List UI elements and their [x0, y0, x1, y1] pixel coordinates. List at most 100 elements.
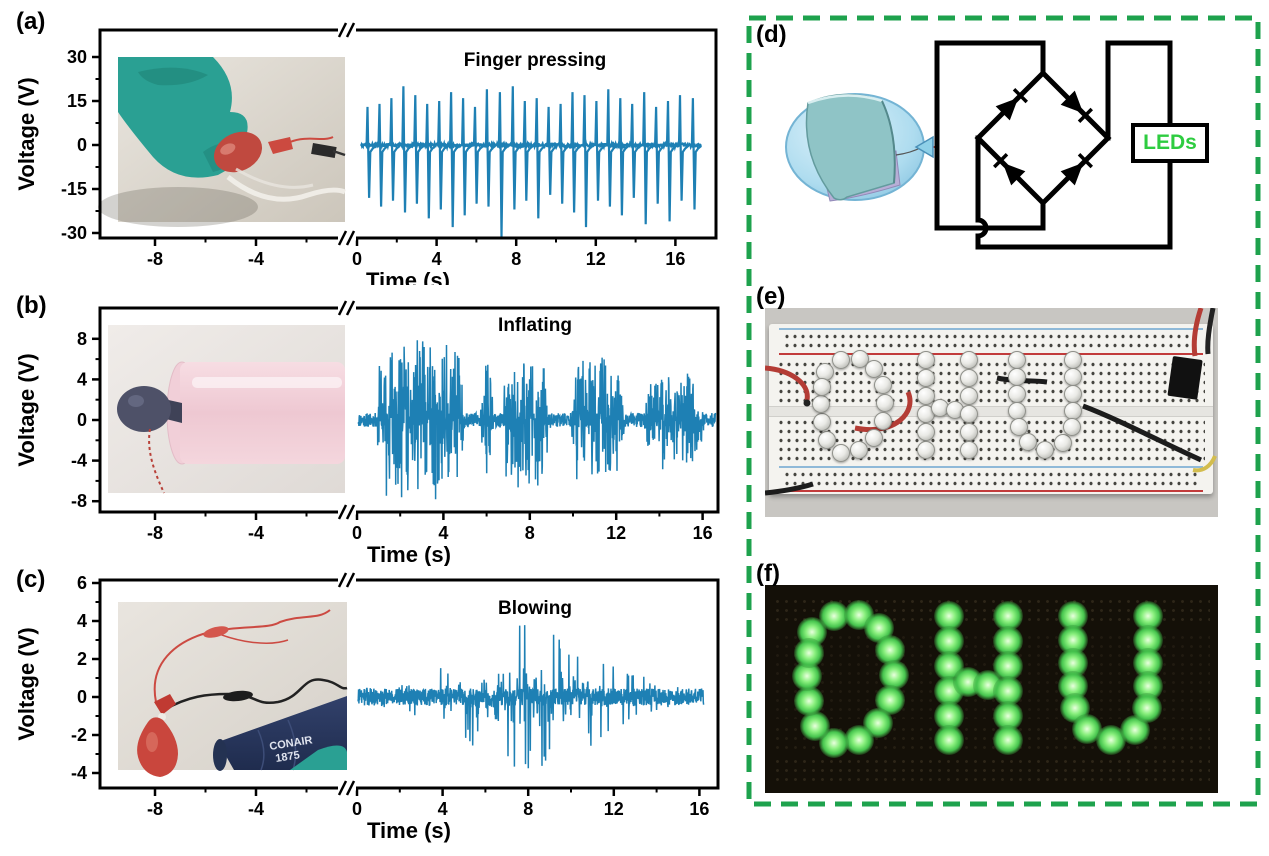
panel-b-axes: -8 -4 0 4 8 12 16 8 4 0 -4 -8 Voltage (V) Time (s) Inf… — [14, 300, 720, 566]
led-bulb — [873, 375, 892, 394]
led-bulb — [960, 441, 979, 460]
y-tick-label: 0 — [77, 410, 87, 430]
led-bulb — [960, 405, 979, 424]
yellow-jumper — [1192, 455, 1217, 473]
x-tick-label: -4 — [248, 799, 264, 819]
led-lit — [818, 601, 849, 632]
y-axis-title: Voltage (V) — [14, 627, 39, 740]
led-bulb — [813, 412, 832, 431]
x-tick-label: -8 — [147, 523, 163, 543]
y-tick-label: 2 — [77, 649, 87, 669]
led-bulb — [864, 428, 883, 447]
x-tick-label: 4 — [438, 799, 448, 819]
axis-break-gap — [338, 305, 356, 311]
axis-break-slash — [337, 780, 348, 796]
hair-dryer — [218, 696, 347, 770]
led-bulb — [960, 387, 979, 406]
led-bulb — [1018, 432, 1037, 451]
dryer-model-text: 1875 — [275, 749, 301, 765]
panel-f-label: (f) — [756, 560, 780, 587]
led-bulb — [916, 441, 935, 460]
led-bulb — [916, 351, 935, 370]
x-tick-label: -8 — [147, 799, 163, 819]
circuit-diagram: LEDs — [785, 40, 1209, 250]
signal-trace — [357, 625, 705, 769]
led-bulb — [1008, 351, 1027, 370]
panel-a-plot: -8 -4 0 4 8 12 16 30 15 0 -15 -30 Voltage (V) Time (s… — [14, 22, 718, 285]
led-bulb — [1009, 418, 1028, 437]
breadboard-photo — [765, 308, 1218, 517]
led-bulb — [813, 377, 832, 396]
panel-c-inset-photo: CONAIR 1875 — [118, 602, 348, 777]
y-tick-label: -8 — [71, 491, 87, 511]
y-tick-label: 0 — [77, 135, 87, 155]
axis-break-slash — [337, 572, 348, 588]
leds-box-label: LEDs — [1143, 131, 1197, 154]
led-bulb — [850, 441, 869, 460]
red-bulb — [137, 717, 178, 777]
panel-c-plot: CONAIR 1875 -8 -4 0 4 8 12 16 6 4 2 0 -2 -4 Voltage (… — [14, 572, 720, 843]
black-connector — [223, 690, 253, 702]
x-tick-label: 8 — [525, 523, 535, 543]
axis-break-slash — [337, 300, 348, 316]
x-tick-label: 4 — [432, 249, 442, 269]
bridge-rectifier — [992, 87, 1094, 186]
axis-break-slash — [337, 504, 348, 520]
x-tick-label: 16 — [689, 799, 709, 819]
red-jumper-1 — [765, 365, 810, 401]
led-bulb — [960, 351, 979, 370]
panel-c-axes: -8 -4 0 4 8 12 16 6 4 2 0 -2 -4 Voltage (V) Time (s) Bl… — [14, 572, 720, 843]
y-tick-label: 0 — [77, 687, 87, 707]
squeeze-bulb — [117, 386, 171, 432]
balloon-device-illustration — [785, 93, 937, 202]
red-wire — [153, 609, 331, 703]
x-axis-title: Time (s) — [367, 542, 451, 566]
glove-corner — [290, 745, 347, 770]
led-bulb — [1063, 351, 1082, 370]
led-bulb — [876, 393, 895, 412]
y-tick-label: 8 — [77, 329, 87, 349]
axis-break-slash — [345, 300, 356, 316]
y-tick-label: -4 — [71, 451, 87, 471]
axis-break-gap — [338, 509, 356, 515]
led-bulb — [865, 359, 884, 378]
plot-frame — [98, 28, 718, 240]
led-lit — [793, 637, 824, 668]
signal-trace — [359, 86, 702, 238]
x-tick-label: 16 — [693, 523, 713, 543]
led-bulb — [1008, 385, 1027, 404]
led-lit — [992, 725, 1023, 756]
panel-a-inset-photo — [98, 57, 346, 227]
led-bulb — [960, 423, 979, 442]
led-bulb — [1008, 368, 1027, 387]
axis-break-slash — [345, 504, 356, 520]
y-tick-label: 30 — [67, 47, 87, 67]
panel-c-label: (c) — [16, 566, 46, 593]
wire-crossover — [975, 135, 989, 250]
black-wire — [163, 678, 348, 712]
panel-d-label: (d) — [756, 21, 787, 48]
x-tick-label: 0 — [352, 523, 362, 543]
led-lit — [793, 685, 824, 716]
diode-bottom-left — [992, 152, 1026, 186]
demo-group-box: (d) — [746, 15, 1261, 807]
axis-break-slash — [345, 780, 356, 796]
y-tick-label: 15 — [67, 91, 87, 111]
axis-break-slash — [345, 572, 356, 588]
x-tick-label: 12 — [606, 523, 626, 543]
axis-break-gap — [338, 785, 356, 791]
led-bulb — [1053, 433, 1072, 452]
y-tick-label: -2 — [71, 725, 87, 745]
dotted-wire — [148, 428, 165, 494]
panel-a-axes: -8 -4 0 4 8 12 16 30 15 0 -15 -30 Voltage (V) Time (s… — [14, 22, 718, 285]
panel-b-inset-photo — [108, 325, 345, 494]
y-tick-label: -30 — [61, 223, 87, 243]
red-clip — [154, 694, 176, 715]
x-tick-label: 4 — [438, 523, 448, 543]
signal-trace — [357, 340, 717, 500]
y-tick-label: -15 — [61, 179, 87, 199]
axis-break-gap — [338, 577, 356, 583]
red-wire-corner — [1191, 308, 1204, 357]
condition-annotation: Blowing — [498, 598, 572, 619]
led-bulb — [1063, 385, 1082, 404]
